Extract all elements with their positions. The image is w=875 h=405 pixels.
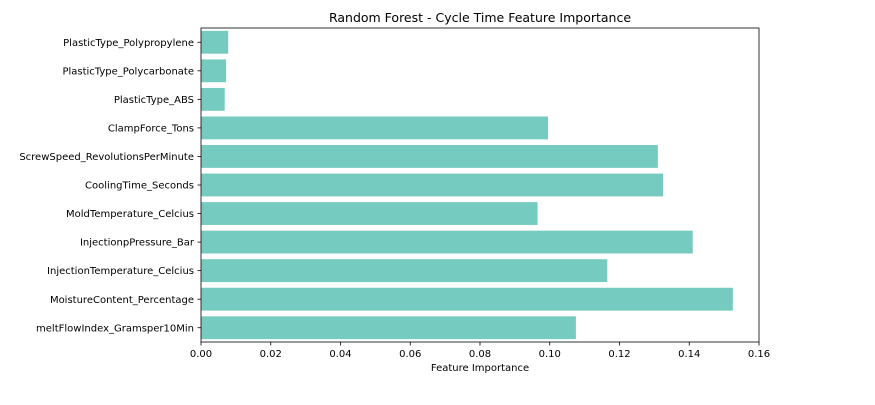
y-tick-label: PlasticType_Polypropylene xyxy=(63,38,194,49)
bar-ScrewSpeed_RevolutionsPerMinute xyxy=(201,145,658,168)
x-tick-label: 0.12 xyxy=(608,349,630,360)
x-axis-ticks: 0.00 0.02 0.04 0.06 0.08 0.10 0.12 0.14 0.16 xyxy=(190,342,770,360)
x-tick-label: 0.06 xyxy=(399,349,421,360)
y-tick-label: CoolingTime_Seconds xyxy=(85,181,194,192)
y-tick-label: ClampForce_Tons xyxy=(108,124,194,135)
y-tick-label: MoldTemperature_Celcius xyxy=(66,209,194,220)
x-tick-label: 0.00 xyxy=(190,349,212,360)
bar-InjectionpPressure_Bar xyxy=(201,230,693,254)
bar-MoldTemperature_Celcius xyxy=(201,202,538,225)
bar-PlasticType_ABS xyxy=(201,87,225,111)
chart-title: Random Forest - Cycle Time Feature Impor… xyxy=(329,10,631,25)
bar-InjectionTemperature_Celcius xyxy=(201,259,608,283)
bar-MoistureContent_Percentage xyxy=(201,287,733,311)
x-axis-label: Feature Importance xyxy=(431,363,529,374)
x-tick-label: 0.16 xyxy=(748,349,770,360)
bar-CoolingTime_Seconds xyxy=(201,173,664,197)
bar-PlasticType_Polypropylene xyxy=(201,30,229,54)
y-tick-label: ScrewSpeed_RevolutionsPerMinute xyxy=(19,152,194,163)
bars-group xyxy=(201,30,733,340)
bar-ClampForce_Tons xyxy=(201,116,549,140)
x-tick-label: 0.10 xyxy=(539,349,561,360)
x-tick-label: 0.02 xyxy=(260,349,282,360)
y-tick-label: PlasticType_Polycarbonate xyxy=(62,66,194,77)
x-tick-label: 0.08 xyxy=(469,349,491,360)
y-tick-label: PlasticType_ABS xyxy=(114,95,194,106)
x-tick-label: 0.14 xyxy=(678,349,700,360)
y-tick-label: meltFlowIndex_Gramsper10Min xyxy=(36,323,194,334)
y-tick-label: InjectionTemperature_Celcius xyxy=(47,266,194,277)
y-tick-label: MoistureContent_Percentage xyxy=(50,295,194,306)
bar-PlasticType_Polycarbonate xyxy=(201,59,227,83)
y-tick-label: InjectionpPressure_Bar xyxy=(80,238,195,249)
x-tick-label: 0.04 xyxy=(329,349,351,360)
bar-meltFlowIndex_Gramsper10Min xyxy=(201,316,576,340)
y-axis-ticks: meltFlowIndex_Gramsper10Min MoistureConte… xyxy=(19,38,201,334)
